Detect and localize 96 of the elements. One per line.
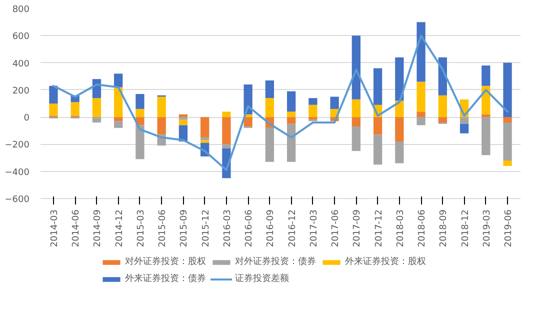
bar [416, 117, 426, 126]
bar [92, 117, 102, 122]
bar [438, 95, 447, 118]
x-tick-label: 2015-09 [180, 209, 190, 248]
bar [395, 142, 404, 164]
y-tick-label: −600 [4, 195, 30, 205]
x-tick-label: 2017-03 [309, 209, 320, 248]
legend-label: 外来证券投资：股权 [345, 256, 426, 268]
x-tick-label: 2016-06 [244, 209, 255, 248]
bar [49, 104, 58, 116]
bar [178, 120, 188, 126]
bar [222, 117, 231, 144]
x-tick-label: 2017-09 [352, 209, 363, 248]
bar [286, 117, 296, 124]
x-tick-label: 2019-03 [482, 209, 492, 248]
x-tick-label: 2014-12 [114, 209, 125, 248]
bar [373, 134, 382, 165]
bar [286, 91, 296, 112]
bar [482, 117, 490, 156]
x-tick-label: 2017-12 [374, 209, 384, 248]
x-tick-label: 2017-06 [331, 209, 342, 248]
bar [92, 98, 102, 118]
x-tick-label: 2015-12 [201, 209, 212, 248]
bar [222, 144, 231, 148]
bar [265, 98, 274, 118]
bar [265, 80, 274, 98]
bar [395, 57, 404, 101]
bar [416, 112, 426, 118]
x-tick-label: 2018-06 [418, 209, 428, 248]
legend-label: 对外证券投资：股权 [125, 256, 206, 268]
x-tick-label: 2015-03 [136, 209, 146, 248]
bar [70, 102, 80, 116]
bar [460, 117, 469, 124]
bar [308, 104, 318, 118]
x-tick-label: 2018-09 [439, 209, 450, 248]
bar [308, 98, 318, 105]
legend-label: 证券投资差额 [235, 272, 289, 285]
bar [265, 128, 274, 162]
bar [416, 22, 426, 82]
y-tick-label: 600 [12, 32, 30, 42]
bar [136, 94, 144, 109]
bar [49, 86, 58, 104]
bar [460, 124, 469, 134]
bar [503, 62, 512, 118]
bar [503, 160, 512, 166]
bar [308, 117, 318, 120]
x-tick-label: 2016-09 [266, 209, 276, 248]
bar [352, 36, 360, 100]
bar [200, 117, 210, 138]
x-tick-label: 2016-03 [222, 209, 233, 248]
bar [136, 125, 144, 160]
bar [373, 68, 382, 105]
x-tick-label: 2015-06 [158, 209, 168, 248]
bar [114, 74, 123, 88]
bar [178, 114, 188, 118]
y-tick-label: 800 [12, 5, 30, 15]
bar [482, 66, 490, 86]
x-tick-label: 2014-06 [72, 209, 82, 248]
bar [178, 117, 188, 120]
bar [157, 117, 166, 135]
bar [286, 124, 296, 162]
x-tick-label: 2014-03 [50, 209, 60, 248]
bar [330, 96, 339, 109]
x-tick-label: 2014-09 [93, 209, 104, 248]
line-series [52, 34, 509, 171]
bar [503, 122, 512, 160]
bar [222, 112, 231, 118]
x-tick-label: 2016-12 [288, 209, 298, 248]
y-tick-label: −400 [4, 168, 30, 178]
y-tick-label: 200 [12, 86, 30, 96]
y-tick-label: 400 [12, 59, 30, 70]
bar [352, 99, 360, 118]
x-tick-label: 2018-03 [396, 209, 406, 248]
legend-label: 对外证券投资：债券 [235, 256, 316, 268]
bar [114, 117, 123, 122]
bar [352, 117, 360, 127]
bar [373, 117, 382, 135]
bar [416, 82, 426, 112]
bar [395, 117, 404, 142]
x-tick-label: 2018-12 [460, 209, 471, 248]
bar [244, 117, 252, 127]
bar [352, 126, 360, 151]
bar [136, 108, 144, 118]
bar [438, 117, 447, 122]
bar [114, 87, 123, 118]
bar [200, 137, 210, 140]
y-tick-label: 0 [24, 114, 30, 124]
bar [157, 96, 166, 118]
bar [482, 114, 490, 118]
y-tick-label: −200 [4, 140, 30, 151]
x-tick-label: 2019-06 [504, 209, 514, 248]
bar [286, 112, 296, 118]
bar [503, 117, 512, 122]
bar [200, 140, 210, 143]
bar [114, 121, 123, 128]
legend-label: 外来证券投资：债券 [125, 272, 206, 285]
